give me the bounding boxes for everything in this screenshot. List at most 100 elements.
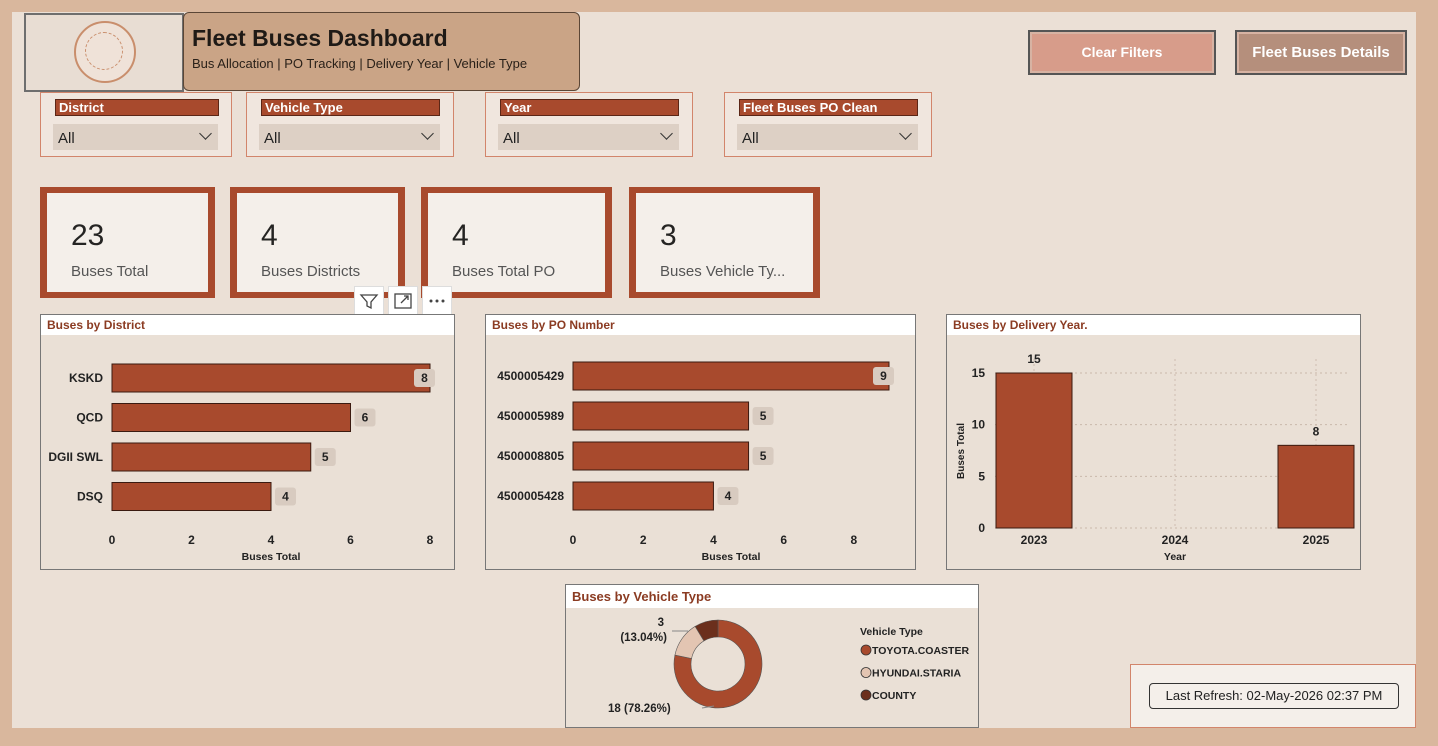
focus-mode-icon[interactable] — [388, 286, 418, 316]
data-label: 15 — [1027, 352, 1041, 366]
axis-title: Buses Total — [702, 551, 761, 563]
legend-item: TOYOTA.COASTER — [872, 645, 969, 657]
kpi-value: 4 — [452, 219, 469, 252]
bar — [572, 361, 890, 391]
tick-label: 2 — [188, 533, 195, 547]
kpi-card-buses-total-po[interactable]: 4 Buses Total PO — [421, 187, 612, 298]
last-refresh-label: Last Refresh: 02-May-2026 02:37 PM — [1149, 683, 1399, 709]
data-label: 5 — [322, 450, 329, 464]
tick-label: 0 — [109, 533, 116, 547]
bar — [572, 401, 750, 431]
kpi-label: Buses Total — [71, 263, 149, 280]
tick-label: 2024 — [1162, 533, 1189, 547]
tick-label: 0 — [570, 533, 577, 547]
vehicle-type-dropdown[interactable]: All — [259, 124, 440, 150]
logo-emblem — [74, 21, 136, 83]
year-slicer[interactable]: Year All — [485, 92, 693, 157]
dropdown-value: All — [503, 130, 520, 147]
tick-label: 0 — [978, 521, 985, 535]
data-label: 8 — [421, 371, 428, 385]
chart-title: Buses by PO Number — [492, 318, 615, 332]
legend-marker — [860, 644, 872, 656]
tick-label: 4 — [268, 533, 275, 547]
category-label: KSKD — [69, 371, 103, 385]
tick-label: 2 — [640, 533, 647, 547]
data-label: 5 — [760, 409, 767, 423]
tick-label: 8 — [851, 533, 858, 547]
chevron-down-icon — [899, 127, 912, 140]
tick-label: 10 — [972, 418, 986, 432]
district-slicer[interactable]: District All — [40, 92, 232, 157]
po-dropdown[interactable]: All — [737, 124, 918, 150]
bar — [111, 363, 431, 393]
pie-slice — [694, 619, 719, 642]
data-label: 3 — [658, 617, 664, 629]
district-dropdown[interactable]: All — [53, 124, 218, 150]
kpi-label: Buses Total PO — [452, 263, 556, 280]
year-column-chart: 0 5 10 15 15 2023 2024 8 2025 Year Buses Total — [956, 352, 1355, 563]
vehicle-type-slicer[interactable]: Vehicle Type All — [246, 92, 454, 157]
header-banner: Fleet Buses Dashboard Bus Allocation | P… — [183, 12, 580, 91]
tick-label: 5 — [978, 469, 985, 483]
last-refresh-panel: Last Refresh: 02-May-2026 02:37 PM — [1130, 664, 1416, 728]
vehicle-type-chart-panel[interactable]: Buses by Vehicle Type 3 (13.04%) 18 (78.26… — [565, 584, 979, 728]
kpi-value: 3 — [660, 219, 677, 252]
fleet-buses-details-button[interactable]: Fleet Buses Details — [1235, 30, 1407, 75]
tick-label: 6 — [347, 533, 354, 547]
bar — [572, 481, 714, 511]
legend-marker — [860, 667, 872, 678]
category-label: 4500008805 — [497, 449, 564, 463]
year-chart-panel[interactable]: Buses by Delivery Year. 0 5 10 15 15 2023 2024… — [946, 314, 1361, 570]
category-label: 4500005989 — [497, 409, 564, 423]
data-label: 4 — [725, 489, 732, 503]
data-label: 8 — [1313, 424, 1320, 438]
tick-label: 15 — [972, 366, 986, 380]
category-label: 4500005429 — [497, 369, 564, 383]
clear-filters-button[interactable]: Clear Filters — [1028, 30, 1216, 75]
district-bar-chart: KSKD 8 QCD 6 DGII SWL 5 DSQ 4 0 2 4 6 8 Buses Total — [48, 363, 435, 563]
data-label-bg — [414, 369, 435, 387]
slicer-header: Year — [500, 99, 679, 116]
slicer-header: Fleet Buses PO Clean — [739, 99, 918, 116]
data-label-bg — [275, 487, 296, 506]
leader-line — [701, 705, 715, 709]
kpi-label: Buses Vehicle Ty... — [660, 263, 786, 280]
data-label-bg — [314, 448, 336, 466]
data-label: (13.04%) — [620, 632, 667, 644]
chevron-down-icon — [421, 127, 434, 140]
chart-title: Buses by District — [47, 318, 146, 332]
po-chart-panel[interactable]: Buses by PO Number 4500005429 9 4500005989… — [485, 314, 916, 570]
bar — [572, 441, 750, 471]
axis-title: Buses Total — [956, 423, 967, 479]
legend-marker — [860, 689, 872, 701]
chart-title: Buses by Delivery Year. — [953, 318, 1088, 332]
more-options-icon[interactable] — [422, 286, 452, 316]
year-dropdown[interactable]: All — [498, 124, 679, 150]
kpi-card-buses-total[interactable]: 23 Buses Total — [40, 187, 215, 298]
kpi-value: 23 — [71, 219, 105, 252]
vehicle-type-donut-chart: 3 (13.04%) 18 (78.26%) Vehicle Type TOYOTA.C… — [608, 617, 969, 715]
category-label: QCD — [76, 411, 103, 425]
data-label: 4 — [282, 490, 289, 504]
dropdown-value: All — [264, 130, 281, 147]
kpi-label: Buses Districts — [261, 263, 361, 280]
tick-label: 4 — [710, 533, 717, 547]
data-label-bg — [873, 367, 894, 385]
kpi-card-buses-districts[interactable]: 4 Buses Districts — [230, 187, 405, 298]
district-chart-panel[interactable]: Buses by District KSKD 8 QCD 6 DGII SWL 5 DSQ 4… — [40, 314, 455, 570]
category-label: 4500005428 — [497, 489, 564, 503]
dropdown-value: All — [58, 130, 75, 147]
axis-title: Buses Total — [242, 551, 301, 563]
category-label: DGII SWL — [48, 450, 103, 464]
page-subtitle: Bus Allocation | PO Tracking | Delivery … — [192, 56, 528, 71]
data-label-bg — [354, 408, 376, 427]
data-label: 5 — [760, 449, 767, 463]
bar — [111, 442, 312, 472]
po-slicer[interactable]: Fleet Buses PO Clean All — [724, 92, 932, 157]
kpi-card-buses-vehicle-types[interactable]: 3 Buses Vehicle Ty... — [629, 187, 820, 298]
pie-slice — [673, 619, 763, 709]
data-label-bg — [752, 407, 774, 425]
legend-item: COUNTY — [872, 690, 916, 702]
page-title: Fleet Buses Dashboard — [192, 25, 448, 51]
filter-icon[interactable] — [354, 286, 384, 316]
